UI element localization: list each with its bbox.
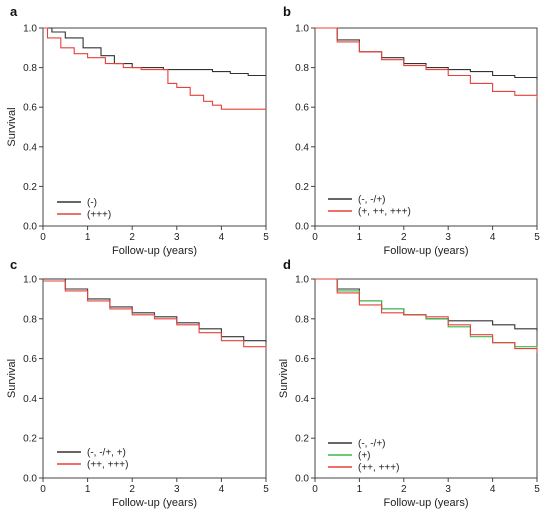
chart-panel-d: d 0 1 2 3 4 5 0.0 0.2 0.4 0.6 0.8 1.0 Follow-up (year… xyxy=(278,257,540,509)
x-axis-title: Follow-up (years) xyxy=(384,245,469,257)
legend-entry: (+, ++, +++) xyxy=(358,207,411,218)
y-tick-label: 0.6 xyxy=(23,354,37,365)
y-axis-title: Survival xyxy=(6,107,18,146)
legend-entry: (-) xyxy=(87,198,97,209)
x-tick-label: 4 xyxy=(219,484,225,495)
y-tick-label: 0.8 xyxy=(295,314,309,325)
x-tick-label: 3 xyxy=(174,484,180,495)
plot-frame xyxy=(42,278,267,479)
y-tick-label: 0.2 xyxy=(23,434,37,445)
y-tick-label: 0.2 xyxy=(23,182,37,193)
series-line-1 xyxy=(43,27,266,77)
y-tick-label: 0.2 xyxy=(295,182,309,193)
series-line-3 xyxy=(315,278,538,353)
y-tick-label: 0.2 xyxy=(295,434,309,445)
x-tick-label: 3 xyxy=(174,232,180,243)
y-tick-label: 1.0 xyxy=(23,275,37,286)
series-line-1 xyxy=(315,27,538,80)
y-tick-label: 0.4 xyxy=(295,142,309,153)
panel-letter-d: d xyxy=(283,257,291,272)
y-tick-label: 0.0 xyxy=(295,474,309,485)
chart-panel-b: b 0 1 2 3 4 5 0.0 0.2 0.4 0.6 0.8 1.0 Follow-up (year… xyxy=(283,4,540,257)
x-axis-title: Follow-up (years) xyxy=(112,245,197,257)
x-tick-label: 2 xyxy=(129,232,135,243)
x-tick-label: 0 xyxy=(40,232,46,243)
x-tick-label: 2 xyxy=(401,232,407,243)
x-tick-label: 3 xyxy=(445,232,451,243)
y-tick-label: 1.0 xyxy=(23,24,37,35)
x-axis-title: Follow-up (years) xyxy=(384,497,469,509)
y-tick-label: 0.0 xyxy=(295,222,309,233)
y-tick-label: 0.6 xyxy=(23,103,37,114)
y-axis-title: Survival xyxy=(6,359,18,398)
y-tick-label: 0.8 xyxy=(23,63,37,74)
x-tick-label: 5 xyxy=(263,232,269,243)
y-tick-label: 1.0 xyxy=(295,24,309,35)
y-tick-label: 0.6 xyxy=(295,354,309,365)
y-tick-label: 0.0 xyxy=(23,474,37,485)
legend-entry: (+++) xyxy=(87,210,111,221)
chart-panel-c: c 0 1 2 3 4 5 0.0 0.2 0.4 0.6 0.8 1.0 Follow-up (year… xyxy=(6,257,269,509)
x-tick-label: 2 xyxy=(129,484,135,495)
x-tick-label: 4 xyxy=(490,484,496,495)
plot-frame xyxy=(42,27,267,227)
panel-letter-c: c xyxy=(10,257,17,272)
panel-letter-a: a xyxy=(10,4,18,19)
series-line-2 xyxy=(43,280,267,349)
x-tick-label: 1 xyxy=(357,484,363,495)
x-tick-label: 4 xyxy=(490,232,496,243)
y-tick-label: 0.4 xyxy=(23,142,37,153)
legend-entry: (++, +++) xyxy=(358,463,399,474)
series-line-1 xyxy=(315,278,538,331)
x-tick-label: 0 xyxy=(40,484,46,495)
legend-entry: (+) xyxy=(358,451,371,462)
plot-frame xyxy=(314,27,538,227)
x-tick-label: 3 xyxy=(445,484,451,495)
series-line-2 xyxy=(43,27,266,110)
x-tick-label: 5 xyxy=(534,232,540,243)
x-tick-label: 1 xyxy=(357,232,363,243)
x-axis-title: Follow-up (years) xyxy=(112,497,197,509)
series-line-1 xyxy=(43,278,267,343)
legend-entry: (-, -/+) xyxy=(358,439,386,450)
x-tick-label: 2 xyxy=(401,484,407,495)
panel-letter-b: b xyxy=(283,4,291,19)
x-tick-label: 1 xyxy=(85,484,91,495)
y-tick-label: 0.4 xyxy=(23,394,37,405)
y-tick-label: 1.0 xyxy=(295,275,309,286)
chart-panel-a: a 0 1 2 3 4 5 0.0 0.2 0.4 0.6 0.8 1.0 Follow-up (year… xyxy=(6,4,269,257)
y-tick-label: 0.6 xyxy=(295,103,309,114)
legend-entry: (++, +++) xyxy=(87,460,128,471)
y-tick-label: 0.8 xyxy=(295,63,309,74)
plot-frame xyxy=(314,278,538,479)
x-tick-label: 5 xyxy=(534,484,540,495)
x-tick-label: 0 xyxy=(312,484,318,495)
x-tick-label: 5 xyxy=(263,484,269,495)
y-tick-label: 0.4 xyxy=(295,394,309,405)
y-axis-title: Survival xyxy=(278,359,290,398)
x-tick-label: 4 xyxy=(219,232,225,243)
series-line-2 xyxy=(315,27,538,100)
y-tick-label: 0.0 xyxy=(23,222,37,233)
legend-entry: (-, -/+) xyxy=(358,195,386,206)
legend-entry: (-, -/+, +) xyxy=(87,448,126,459)
x-tick-label: 0 xyxy=(312,232,318,243)
x-tick-label: 1 xyxy=(85,232,91,243)
y-tick-label: 0.8 xyxy=(23,314,37,325)
